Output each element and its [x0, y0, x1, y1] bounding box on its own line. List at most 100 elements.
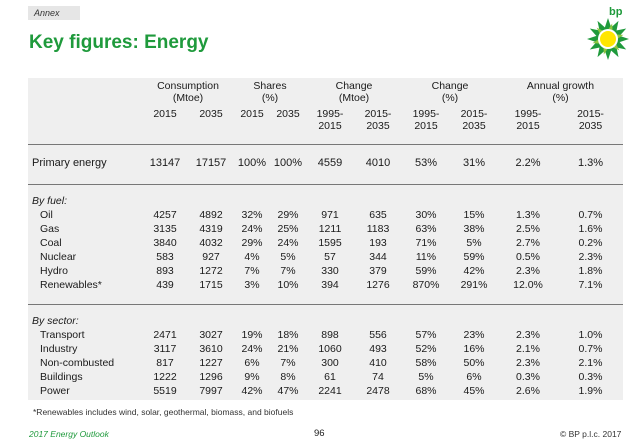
table-cell: 19%	[241, 329, 263, 341]
footnote: *Renewables includes wind, solar, geothe…	[33, 407, 294, 417]
table-cell: 2.1%	[578, 357, 603, 369]
table-row: Transport 2471 3027 19% 18% 898 556 57% 23% 2.3% 1…	[28, 328, 623, 342]
table-cell: 2.2%	[515, 157, 541, 169]
table-cell: 12.0%	[513, 279, 543, 291]
section-heading: By sector:	[32, 315, 79, 327]
table-cell: 18%	[277, 329, 299, 341]
section-heading-row: By sector:	[28, 314, 623, 328]
table-cell: 0.7%	[578, 209, 603, 221]
bp-helios-logo-icon: bp	[587, 6, 629, 60]
year-header-row: 2015 2035 2015 2035 1995- 2015 2015- 203…	[28, 104, 623, 132]
table-cell: 4319	[199, 223, 223, 235]
table-cell: 24%	[241, 343, 263, 355]
table-cell: 0.3%	[578, 371, 603, 383]
table-cell: 927	[202, 251, 220, 263]
table-cell: 5%	[280, 251, 296, 263]
table-cell: 57%	[415, 329, 437, 341]
table-row: Renewables* 439 1715 3% 10% 394 1276 870% 291% 12…	[28, 278, 623, 292]
table-cell: 2.6%	[516, 385, 540, 397]
footer-publication: 2017 Energy Outlook	[29, 429, 109, 439]
table-cell: 439	[156, 279, 174, 291]
table-cell: 7%	[280, 265, 296, 277]
spacer-row	[28, 304, 623, 314]
table-cell: 394	[321, 279, 339, 291]
table-cell: 16%	[463, 343, 485, 355]
table-cell: 47%	[277, 385, 299, 397]
table-cell: 1222	[153, 371, 177, 383]
table-cell: 24%	[241, 223, 263, 235]
table-cell: 3027	[199, 329, 223, 341]
table-cell: 1211	[318, 223, 342, 235]
table-cell: 8%	[280, 371, 296, 383]
row-label: Industry	[40, 343, 78, 355]
table-cell: 42%	[463, 265, 485, 277]
table-cell: 344	[369, 251, 387, 263]
row-label: Transport	[40, 329, 85, 341]
table-cell: 2471	[153, 329, 177, 341]
table-cell: 29%	[241, 237, 263, 249]
divider-row	[28, 172, 623, 185]
table-cell: 1.6%	[578, 223, 603, 235]
table-cell: 2.3%	[516, 329, 540, 341]
table-cell: 2241	[318, 385, 342, 397]
table-cell: 17157	[195, 157, 227, 169]
table-cell: 1060	[318, 343, 342, 355]
year-header: 2015- 2035	[460, 108, 488, 132]
page-number: 96	[314, 428, 325, 439]
table-cell: 63%	[415, 223, 437, 235]
table-cell: 5%	[466, 237, 482, 249]
year-header: 1995- 2015	[514, 108, 542, 132]
table-cell: 100%	[237, 157, 267, 169]
table-cell: 193	[369, 237, 387, 249]
column-group-header: Change (%)	[431, 80, 469, 104]
table-cell: 29%	[277, 209, 299, 221]
table-cell: 583	[156, 251, 174, 263]
table-cell: 45%	[463, 385, 485, 397]
table-cell: 71%	[415, 237, 437, 249]
table-row: Gas 3135 4319 24% 25% 1211 1183 63% 38% 2.5% 1.6%	[28, 222, 623, 236]
column-group-header: Annual growth (%)	[526, 80, 595, 104]
table-cell: 32%	[241, 209, 263, 221]
table-cell: 42%	[241, 385, 263, 397]
table-cell: 7%	[280, 357, 296, 369]
table-cell: 0.3%	[516, 371, 540, 383]
row-label: Nuclear	[40, 251, 77, 263]
row-label: Renewables*	[40, 279, 102, 291]
footer-copyright: © BP p.l.c. 2017	[560, 429, 622, 439]
table-cell: 11%	[415, 251, 437, 263]
table-cell: 1276	[366, 279, 390, 291]
table-cell: 4892	[199, 209, 223, 221]
table-cell: 410	[369, 357, 387, 369]
table-row: Oil 4257 4892 32% 29% 971 635 30% 15% 1.3% 0.7%	[28, 208, 623, 222]
table-cell: 61	[324, 371, 336, 383]
year-header: 2015	[240, 108, 264, 120]
spacer-row	[28, 184, 623, 194]
row-label: Primary energy	[32, 157, 107, 169]
row-label: Gas	[40, 223, 60, 235]
table-cell: 10%	[277, 279, 299, 291]
table-cell: 13147	[149, 157, 181, 169]
table-cell: 7%	[244, 265, 260, 277]
bp-logo-text: bp	[609, 6, 623, 18]
table-cell: 635	[369, 209, 387, 221]
year-header: 2015- 2035	[364, 108, 392, 132]
table-cell: 6%	[244, 357, 260, 369]
table-cell: 2.3%	[578, 251, 603, 263]
table-row: Power 5519 7997 42% 47% 2241 2478 68% 45% 2.6% 1.9…	[28, 384, 623, 398]
column-group-header-row: Consumption (Mtoe) Shares (%) Change (Mt…	[28, 78, 623, 104]
year-header: 2035	[276, 108, 300, 120]
table-cell: 2.3%	[516, 357, 540, 369]
table-cell: 4010	[365, 157, 391, 169]
table-cell: 7.1%	[578, 279, 603, 291]
row-label: Oil	[40, 209, 53, 221]
table-cell: 30%	[415, 209, 437, 221]
table-cell: 1.0%	[578, 329, 603, 341]
year-header: 2015- 2035	[577, 108, 604, 132]
table-cell: 5%	[418, 371, 434, 383]
table-cell: 330	[321, 265, 339, 277]
table-cell: 21%	[277, 343, 299, 355]
table-cell: 870%	[412, 279, 440, 291]
table-cell: 0.5%	[516, 251, 540, 263]
table-cell: 300	[321, 357, 339, 369]
row-label: Hydro	[40, 265, 69, 277]
